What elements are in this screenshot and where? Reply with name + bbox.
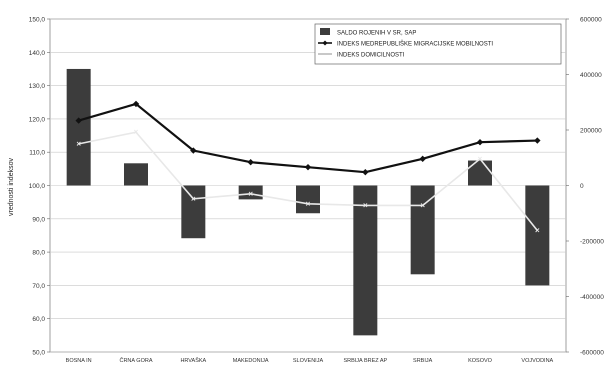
domicile-index-marker: × — [535, 226, 540, 235]
y-left-tick-label: 150,0 — [29, 17, 46, 24]
domicile-index-marker: × — [134, 128, 139, 137]
x-tick-label: MAKEDONIJA — [233, 358, 269, 364]
y-left-tick-label: 120,0 — [29, 116, 46, 123]
y-right-tick-label: -600000 — [580, 350, 604, 357]
mobility-index-marker — [132, 100, 140, 108]
y-right-tick-label: 400000 — [580, 72, 602, 79]
x-tick-label: SRBIJA BREZ AP — [343, 358, 387, 364]
legend-label: SALDO ROJENIH V SR, SAP — [337, 31, 416, 37]
x-tick-label: KOSOVO — [468, 358, 493, 364]
domicile-index-marker: × — [306, 199, 311, 208]
legend-label: INDEKS DOMICILNOSTI — [337, 53, 405, 59]
bar — [468, 160, 492, 186]
y-right-tick-label: 200000 — [580, 128, 602, 135]
y-left-tick-label: 70,0 — [32, 283, 45, 290]
mobility-index-marker — [247, 158, 254, 166]
legend-marker — [322, 40, 328, 46]
y-left-tick-label: 110,0 — [29, 150, 45, 157]
y-right-tick-label: 600000 — [580, 17, 602, 24]
y-right-tick-label: 0 — [580, 183, 584, 190]
y-left-tick-label: 100,0 — [29, 183, 46, 190]
axes: 50,0 60,0 70,0 80,0 90,0 100,0 110,0 120,0 130,0… — [29, 17, 605, 365]
x-tick-label: SRBIJA — [413, 358, 433, 364]
bar — [181, 185, 206, 239]
y-right-tick-label: -400000 — [580, 294, 604, 301]
bar — [410, 185, 435, 275]
y-left-tick-label: 50,0 — [32, 350, 45, 357]
y-right-tick-label: -200000 — [580, 239, 604, 246]
mobility-index-marker — [190, 147, 197, 154]
domicile-index-marker: × — [191, 194, 196, 203]
bar — [124, 163, 148, 186]
bar — [353, 185, 378, 336]
bar — [525, 185, 550, 286]
x-tick-label: HRVAŠKA — [180, 357, 206, 364]
y-left-tick-label: 140,0 — [29, 50, 46, 57]
bar — [238, 185, 263, 200]
x-tick-label: BOSNA IN — [66, 358, 92, 364]
mobility-index-marker — [419, 155, 426, 163]
y-left-tick-label: 60,0 — [32, 316, 45, 323]
legend-swatch — [320, 28, 330, 35]
domicile-index-marker: × — [478, 154, 483, 163]
bar — [296, 185, 320, 214]
bar-series — [66, 68, 550, 336]
y-left-tick-label: 130,0 — [29, 83, 46, 90]
bar — [66, 68, 91, 186]
x-tick-label: SLOVENIJA — [293, 358, 324, 364]
y-left-tick-label: 80,0 — [32, 250, 45, 257]
mobility-index-marker — [362, 168, 369, 176]
mobility-index-marker — [476, 139, 484, 146]
mobility-index-marker — [75, 117, 82, 124]
mobility-index-marker — [304, 163, 312, 171]
domicile-index-marker: × — [420, 201, 425, 210]
domicile-index-marker: × — [248, 189, 253, 198]
legend-box — [314, 23, 562, 65]
domicile-index-marker: × — [76, 139, 81, 148]
domicile-index-line — [78, 131, 538, 231]
legend: SALDO ROJENIH V SR, SAP INDEKS MEDREPUBLI… — [314, 23, 562, 65]
x-tick-label: VOJVODINA — [521, 358, 553, 364]
x-tick-label: ČRNA GORA — [119, 357, 152, 364]
domicile-index-marker: × — [363, 201, 368, 210]
line-series: × × × × × × × × × — [75, 100, 541, 235]
y-left-tick-label: 90,0 — [32, 216, 45, 223]
y-axis-left-label: vrednosti indeksov — [8, 158, 15, 216]
legend-label: INDEKS MEDREPUBLIŠKE MIGRACIJSKE MOBILNO… — [337, 41, 493, 48]
mobility-index-marker — [534, 137, 541, 144]
